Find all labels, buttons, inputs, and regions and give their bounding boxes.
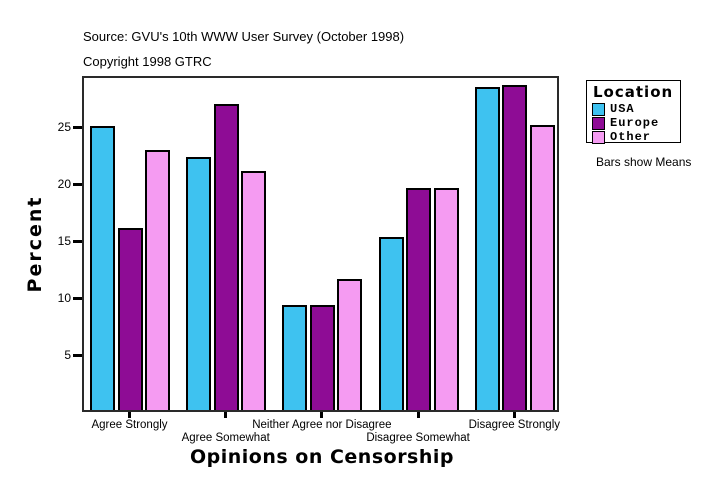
bar-usa-agree-strongly bbox=[90, 126, 115, 410]
bar-other-agree-strongly bbox=[145, 150, 170, 410]
y-axis-tick bbox=[73, 126, 82, 130]
x-category-label-disagree-somewhat: Disagree Somewhat bbox=[366, 432, 470, 444]
legend: Location USA Europe Other bbox=[586, 80, 681, 144]
x-category-label-neither-agree-nor-disagree: Neither Agree nor Disagree bbox=[252, 419, 392, 431]
legend-title: Location bbox=[593, 83, 674, 101]
bar-other-disagree-somewhat bbox=[433, 188, 459, 410]
y-axis-title: Percent bbox=[24, 195, 46, 293]
legend-item-other: Other bbox=[592, 130, 680, 144]
y-tick-label: 10 bbox=[57, 291, 71, 306]
x-axis-tick bbox=[512, 412, 516, 418]
x-axis-title: Opinions on Censorship bbox=[189, 446, 455, 468]
x-category-label-disagree-strongly: Disagree Strongly bbox=[468, 419, 560, 431]
y-axis-tick bbox=[73, 297, 82, 301]
y-axis-tick bbox=[73, 183, 82, 187]
y-tick-label: 5 bbox=[64, 348, 71, 363]
x-category-label-agree-somewhat: Agree Somewhat bbox=[181, 432, 270, 444]
usa-color-swatch bbox=[592, 102, 605, 116]
plot-area bbox=[82, 76, 559, 412]
legend-item-usa: USA bbox=[592, 102, 680, 116]
bar-usa-agree-somewhat bbox=[186, 157, 212, 410]
bar-europe-agree-somewhat bbox=[213, 104, 239, 410]
europe-color-swatch bbox=[592, 116, 605, 130]
bar-usa-neither-agree-nor-disagree bbox=[282, 305, 308, 410]
x-axis-tick bbox=[224, 412, 228, 418]
legend-item-label: Europe bbox=[610, 116, 660, 130]
y-axis-tick bbox=[73, 240, 82, 244]
legend-note: Bars show Means bbox=[596, 155, 692, 169]
y-axis-tick bbox=[73, 354, 82, 358]
legend-item-label: Other bbox=[610, 130, 652, 144]
x-category-label-agree-strongly: Agree Strongly bbox=[91, 419, 168, 431]
bar-europe-disagree-somewhat bbox=[406, 188, 432, 410]
legend-item-europe: Europe bbox=[592, 116, 680, 130]
y-tick-label: 15 bbox=[57, 234, 71, 249]
bar-europe-disagree-strongly bbox=[502, 85, 528, 410]
legend-items: USA Europe Other bbox=[587, 102, 680, 144]
x-axis-tick bbox=[320, 412, 324, 418]
legend-item-label: USA bbox=[610, 102, 635, 116]
bar-europe-agree-strongly bbox=[117, 228, 143, 410]
bar-other-neither-agree-nor-disagree bbox=[337, 279, 363, 410]
bar-other-disagree-strongly bbox=[529, 125, 555, 410]
other-color-swatch bbox=[592, 130, 605, 144]
bar-usa-disagree-strongly bbox=[474, 87, 500, 410]
bar-other-agree-somewhat bbox=[241, 171, 267, 410]
bar-europe-neither-agree-nor-disagree bbox=[309, 305, 335, 410]
copyright-text: Copyright 1998 GTRC bbox=[83, 54, 212, 69]
x-axis-tick bbox=[416, 412, 420, 418]
y-tick-label: 20 bbox=[57, 177, 71, 192]
y-tick-label: 25 bbox=[57, 120, 71, 135]
source-text: Source: GVU's 10th WWW User Survey (Octo… bbox=[83, 29, 405, 44]
x-axis-tick bbox=[128, 412, 131, 418]
bar-usa-disagree-somewhat bbox=[378, 237, 404, 410]
